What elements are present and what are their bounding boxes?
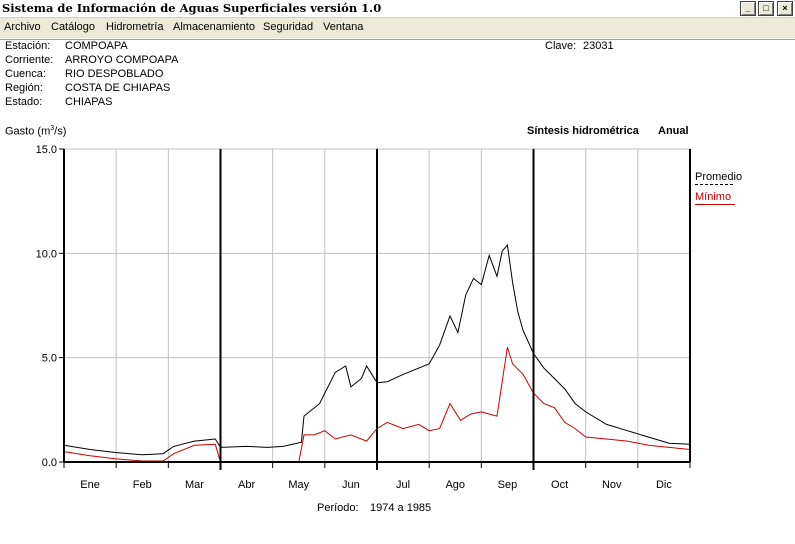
clave-value: 23031 — [583, 40, 614, 52]
menu-catalogo[interactable]: Catálogo — [51, 21, 96, 33]
x-tick-label: Jul — [396, 479, 410, 491]
clave-label: Clave: — [545, 40, 577, 52]
synthesis-mode: Anual — [658, 125, 689, 137]
x-tick-label: Mar — [185, 479, 204, 491]
period-label: Período: — [317, 502, 359, 514]
region-value: COSTA DE CHIAPAS — [65, 82, 171, 94]
corriente-value: ARROYO COMPOAPA — [65, 54, 179, 66]
menu-archivo[interactable]: Archivo — [4, 21, 41, 33]
estacion-value: COMPOAPA — [65, 40, 128, 52]
cuenca-value: RIO DESPOBLADO — [65, 68, 164, 80]
minimize-button[interactable]: _ — [740, 1, 756, 16]
series-promedio-line — [63, 243, 691, 456]
region-label: Región: — [5, 82, 43, 94]
y-tick-label: 0.0 — [42, 457, 57, 469]
estado-value: CHIAPAS — [65, 96, 113, 108]
cuenca-label: Cuenca: — [5, 68, 46, 80]
legend-minimo-swatch — [695, 204, 735, 205]
maximize-button[interactable]: □ — [758, 1, 774, 16]
x-tick-label: Sep — [498, 479, 518, 491]
legend-minimo: Mínimo — [695, 191, 732, 203]
x-tick-label: May — [288, 479, 309, 491]
legend-promedio-swatch — [695, 184, 735, 185]
x-tick-label: Ene — [80, 479, 100, 491]
synthesis-title: Síntesis hidrométrica — [527, 125, 639, 137]
corriente-label: Corriente: — [5, 54, 54, 66]
menu-seguridad[interactable]: Seguridad — [263, 21, 314, 33]
x-tick-label: Feb — [133, 479, 152, 491]
menu-almacenamiento[interactable]: Almacenamiento — [173, 21, 255, 33]
x-tick-label: Ago — [445, 479, 465, 491]
x-tick-label: Jun — [342, 479, 360, 491]
legend-promedio: Promedio — [695, 171, 743, 183]
series-minimo-line — [63, 347, 691, 463]
window-title: Sistema de Información de Aguas Superfic… — [2, 1, 382, 15]
y-tick-label: 15.0 — [36, 144, 57, 156]
x-tick-label: Nov — [602, 479, 622, 491]
y-tick-label: 5.0 — [42, 353, 57, 365]
estado-label: Estado: — [5, 96, 43, 108]
x-tick-label: Abr — [238, 479, 255, 491]
title-bar: Sistema de Información de Aguas Superfic… — [0, 0, 795, 18]
menu-hidrometria[interactable]: Hidrometría — [106, 21, 164, 33]
menu-ventana[interactable]: Ventana — [323, 21, 364, 33]
x-tick-label: Oct — [551, 479, 568, 491]
period-value: 1974 a 1985 — [370, 502, 432, 514]
window-controls: _ □ × — [740, 1, 793, 16]
y-axis-label: Gasto (m3/s) — [5, 125, 67, 138]
estacion-label: Estación: — [5, 40, 51, 52]
close-button[interactable]: × — [777, 1, 793, 16]
menu-bar: Archivo Catálogo Hidrometría Almacenamie… — [0, 18, 795, 39]
x-tick-label: Dic — [656, 479, 672, 491]
y-tick-label: 10.0 — [36, 248, 57, 260]
